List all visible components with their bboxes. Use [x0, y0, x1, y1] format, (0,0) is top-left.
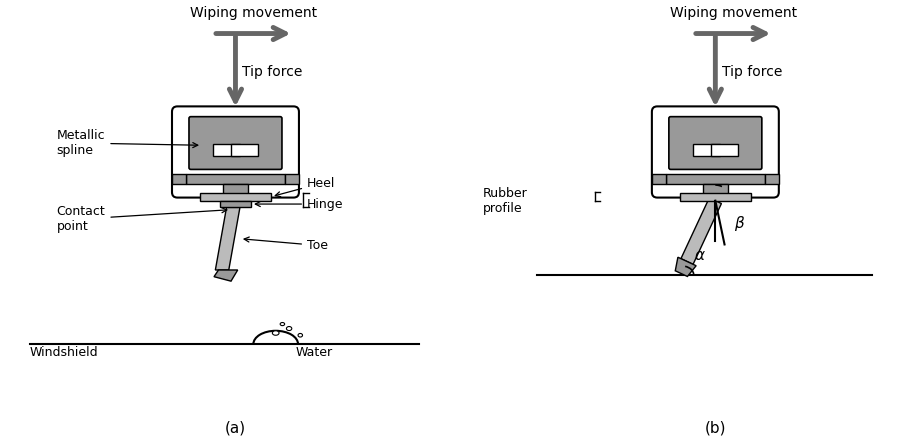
Bar	[224, 184, 248, 198]
Bar	[679, 193, 751, 201]
Ellipse shape	[273, 331, 279, 335]
Bar	[703, 184, 727, 198]
Bar	[666, 174, 764, 184]
Text: Heel: Heel	[275, 177, 335, 197]
Text: Tip force: Tip force	[242, 64, 302, 79]
FancyBboxPatch shape	[669, 117, 761, 169]
Text: Contact
point: Contact point	[56, 205, 226, 233]
Text: (b): (b)	[705, 421, 726, 436]
Bar	[711, 144, 737, 156]
Text: Hinge: Hinge	[255, 198, 344, 211]
Bar	[285, 174, 299, 184]
Bar	[187, 174, 285, 184]
Bar	[213, 144, 240, 156]
FancyBboxPatch shape	[189, 117, 282, 169]
Text: Water: Water	[296, 346, 333, 359]
Text: (a): (a)	[225, 421, 246, 436]
Bar	[651, 174, 666, 184]
FancyBboxPatch shape	[172, 106, 299, 198]
Text: Wiping movement: Wiping movement	[189, 6, 317, 20]
Text: Toe: Toe	[244, 237, 328, 252]
Bar	[172, 174, 187, 184]
Text: Tip force: Tip force	[722, 64, 783, 79]
Bar	[220, 201, 251, 207]
Ellipse shape	[298, 333, 302, 337]
Text: β: β	[735, 216, 744, 232]
Polygon shape	[681, 198, 722, 264]
Text: Windshield: Windshield	[30, 346, 99, 359]
FancyBboxPatch shape	[651, 106, 779, 198]
Bar	[693, 144, 720, 156]
Text: Metallic
spline: Metallic spline	[56, 129, 198, 157]
Bar	[764, 174, 779, 184]
Text: Wiping movement: Wiping movement	[670, 6, 796, 20]
Ellipse shape	[280, 322, 285, 325]
Bar	[200, 193, 272, 201]
Text: α: α	[695, 249, 705, 263]
Polygon shape	[215, 207, 240, 270]
Ellipse shape	[286, 326, 292, 331]
Bar	[231, 144, 258, 156]
Polygon shape	[675, 257, 696, 276]
Polygon shape	[214, 270, 237, 281]
Text: Rubber
profile: Rubber profile	[483, 187, 528, 215]
